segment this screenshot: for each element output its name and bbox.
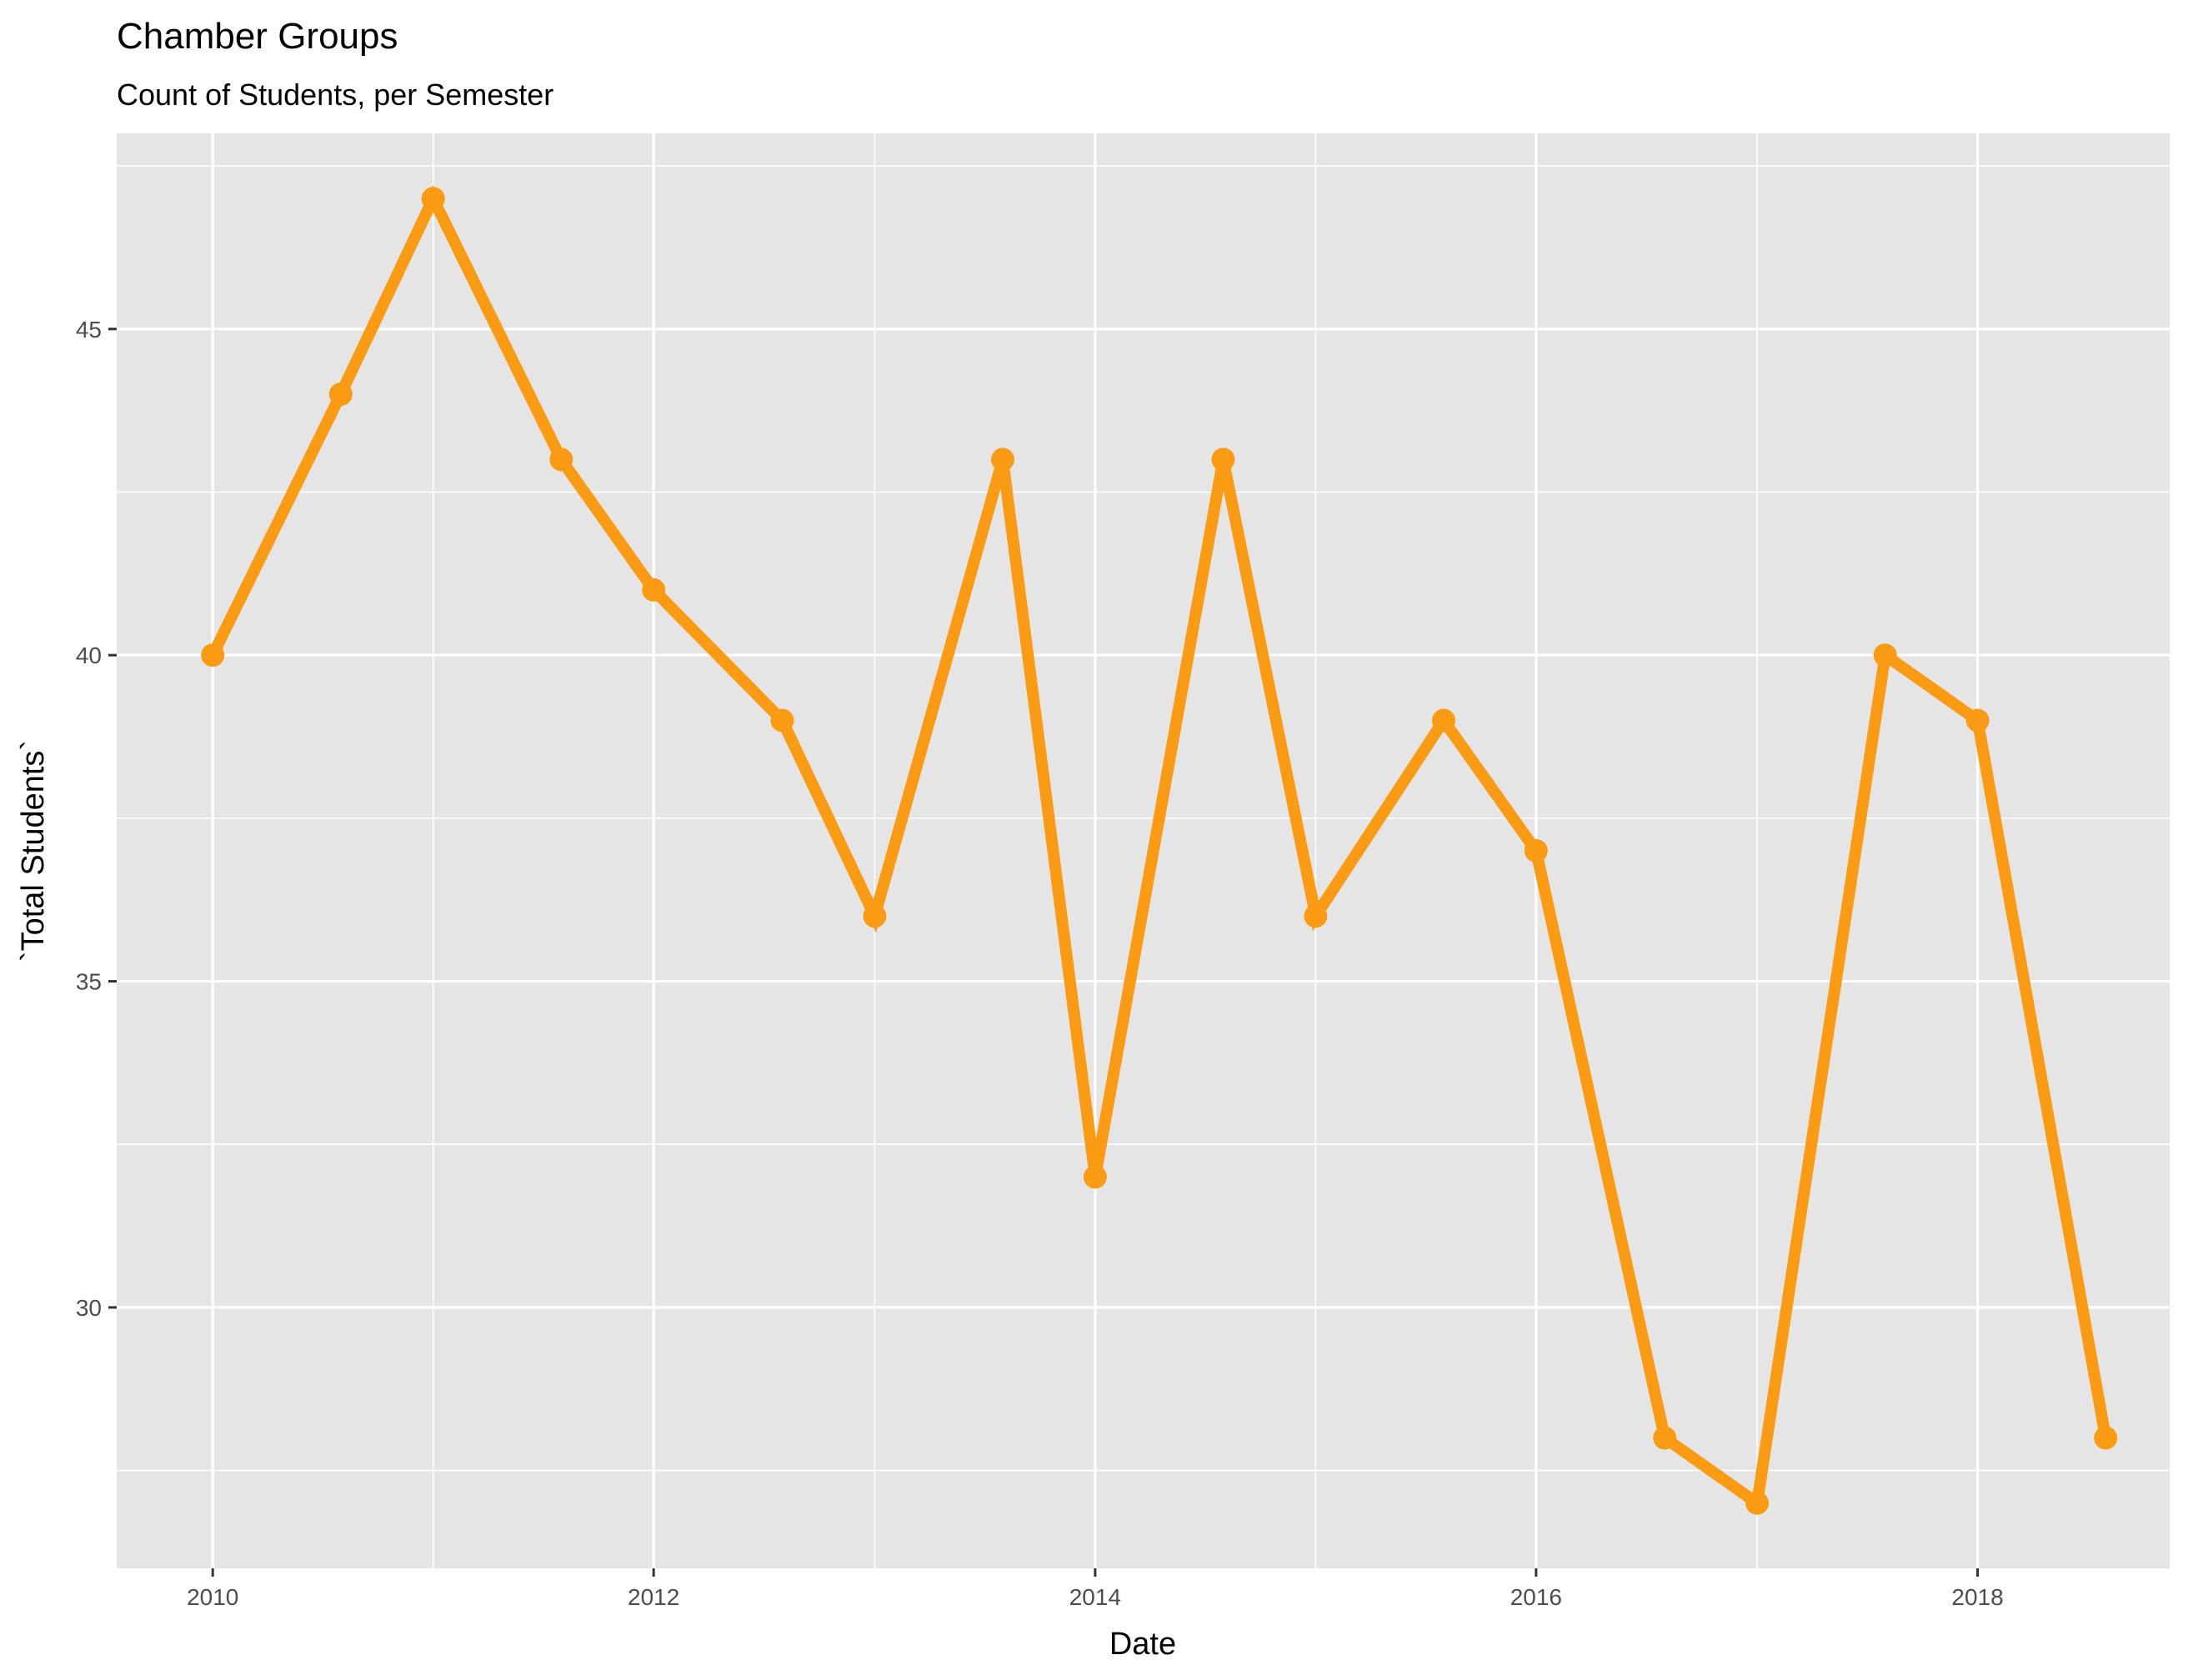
data-point [770,708,794,732]
data-point [549,448,573,472]
x-tick-label: 2014 [1069,1584,1121,1610]
series-points-group [201,187,2118,1515]
data-point [1653,1426,1677,1450]
data-point [1432,708,1455,732]
data-point [1965,708,1990,732]
x-tick-label: 2018 [1951,1584,2003,1610]
data-point [642,578,666,602]
x-tick-label: 2012 [628,1584,679,1610]
data-point [328,382,353,407]
y-tick-label: 45 [76,317,102,342]
data-point [421,187,445,211]
data-point [1304,904,1328,928]
y-tick-label: 35 [76,969,102,995]
y-axis-ticks: 30 35 40 45 [76,317,117,1321]
x-tick-label: 2010 [187,1584,238,1610]
data-point [1745,1491,1770,1515]
chart-subtitle: Count of Students, per Semester [117,78,553,112]
data-point [201,643,225,668]
data-point [1524,839,1548,862]
data-point [1211,448,1235,472]
y-tick-label: 30 [76,1295,102,1321]
grid-minor-lines [117,133,2170,1568]
series-line-group [207,185,2112,1513]
series-line [207,185,2112,1513]
x-axis-title: Date [1109,1627,1176,1662]
x-axis-ticks: 2010 2012 2014 2016 2018 [187,1568,2004,1610]
x-tick-label: 2016 [1510,1584,1562,1610]
data-point [991,448,1014,472]
data-point [1083,1165,1107,1189]
plot-panel [117,133,2170,1568]
data-point [863,904,887,928]
chart-title: Chamber Groups [117,16,398,57]
y-tick-label: 40 [76,642,102,668]
data-point [1873,643,1897,668]
data-point [2094,1426,2118,1450]
y-axis-title: `Total Students` [16,740,51,962]
